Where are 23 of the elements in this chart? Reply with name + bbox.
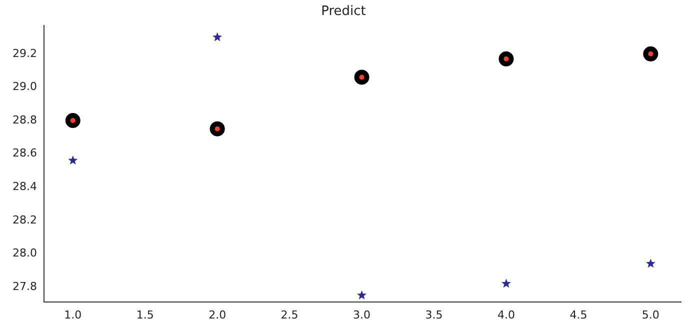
y-tick-label: 28.2 [12,213,37,226]
y-tick-label: 27.8 [12,280,37,293]
point [357,290,367,300]
y-tick-label: 28.0 [12,246,37,260]
x-tick-label: 4.5 [570,308,588,322]
point [68,155,78,165]
x-tick-label: 1.5 [136,308,154,322]
chart-title: Predict [321,4,366,20]
point [212,32,222,42]
x-tick-label: 2.0 [208,308,226,322]
y-tick-label: 28.8 [12,113,37,126]
x-tick-label: 4.0 [497,308,515,322]
x-tick-label: 2.5 [280,308,298,322]
y-tick-label: 28.4 [12,180,37,193]
x-tick-label: 5.0 [642,308,660,322]
point [501,278,511,288]
x-tick-label: 3.5 [425,308,443,322]
x-tick-label: 3.0 [353,308,371,322]
point [646,258,656,268]
y-tick-label: 29.0 [12,80,37,94]
y-tick-label: 28.6 [12,146,37,160]
x-tick-label: 1.0 [64,308,82,322]
y-tick-label: 29.2 [12,46,37,60]
